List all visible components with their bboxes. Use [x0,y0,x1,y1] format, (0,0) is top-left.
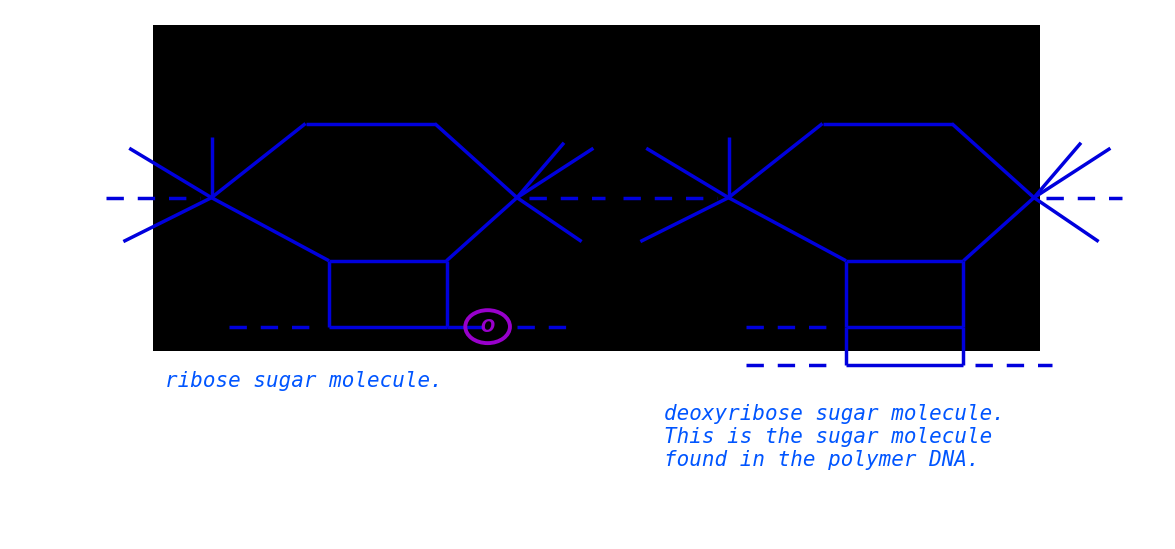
Bar [153,25,1040,351]
Text: O: O [481,318,495,335]
Text: ribose sugar molecule.: ribose sugar molecule. [165,371,442,390]
Text: deoxyribose sugar molecule.
This is the sugar molecule
found in the polymer DNA.: deoxyribose sugar molecule. This is the … [664,404,1005,470]
